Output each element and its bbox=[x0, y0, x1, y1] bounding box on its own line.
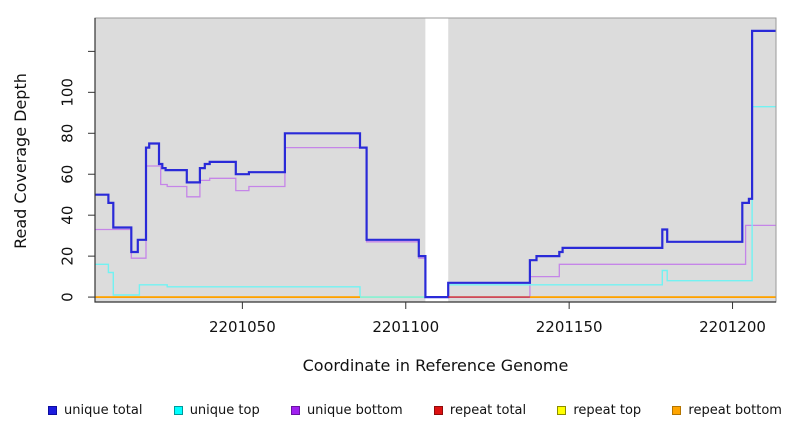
x-tick-label: 2201150 bbox=[536, 318, 603, 336]
legend-label: repeat top bbox=[573, 402, 642, 418]
y-tick-label: 60 bbox=[59, 165, 77, 184]
y-tick-label: 20 bbox=[59, 247, 77, 266]
legend-label: repeat bottom bbox=[688, 402, 782, 418]
legend-label: unique bottom bbox=[306, 402, 403, 418]
axis-lines bbox=[94, 18, 776, 303]
unique-bottom-swatch-icon bbox=[290, 405, 300, 415]
legend-item-repeat-total: repeat total bbox=[433, 402, 527, 418]
y-axis-title: Read Coverage Depth bbox=[11, 73, 30, 249]
series-line-unique-bottom bbox=[95, 146, 776, 298]
y-tick-label: 0 bbox=[59, 292, 77, 302]
repeat-top-swatch-icon bbox=[557, 405, 567, 415]
legend-label: unique top bbox=[189, 402, 260, 418]
unique-top-swatch-icon bbox=[173, 405, 183, 415]
x-tick-label: 2201200 bbox=[699, 318, 766, 336]
legend-item-unique-total: unique total bbox=[48, 403, 142, 418]
series-line-unique-top bbox=[95, 106, 776, 298]
chart-legend: unique total unique top unique bottom repea… bbox=[0, 395, 792, 425]
repeat-total-swatch-icon bbox=[433, 405, 443, 415]
legend-label: repeat total bbox=[449, 402, 527, 418]
y-tick-label: 40 bbox=[59, 206, 77, 225]
legend-item-unique-top: unique top bbox=[173, 402, 260, 418]
legend-item-repeat-top: repeat top bbox=[557, 403, 641, 418]
unique-total-swatch-icon bbox=[48, 405, 57, 415]
y-tick-label: 80 bbox=[59, 124, 77, 143]
legend-item-unique-bottom: unique bottom bbox=[290, 402, 403, 418]
y-tick-label: 100 bbox=[59, 78, 77, 107]
legend-label: unique total bbox=[64, 402, 143, 418]
coverage-chart: 0 20 40 60 80 100 2201050 2201100 2201150 2201200 bbox=[59, 17, 777, 336]
no-data-gap-band bbox=[425, 18, 449, 302]
x-axis-title: Coordinate in Reference Genome bbox=[302, 356, 569, 375]
legend-item-repeat-bottom: repeat bottom bbox=[672, 403, 782, 418]
series-line-unique-total bbox=[95, 29, 776, 299]
repeat-bottom-swatch-icon bbox=[672, 405, 682, 415]
x-tick-label: 2201050 bbox=[209, 318, 276, 336]
x-tick-label: 2201100 bbox=[372, 318, 439, 336]
